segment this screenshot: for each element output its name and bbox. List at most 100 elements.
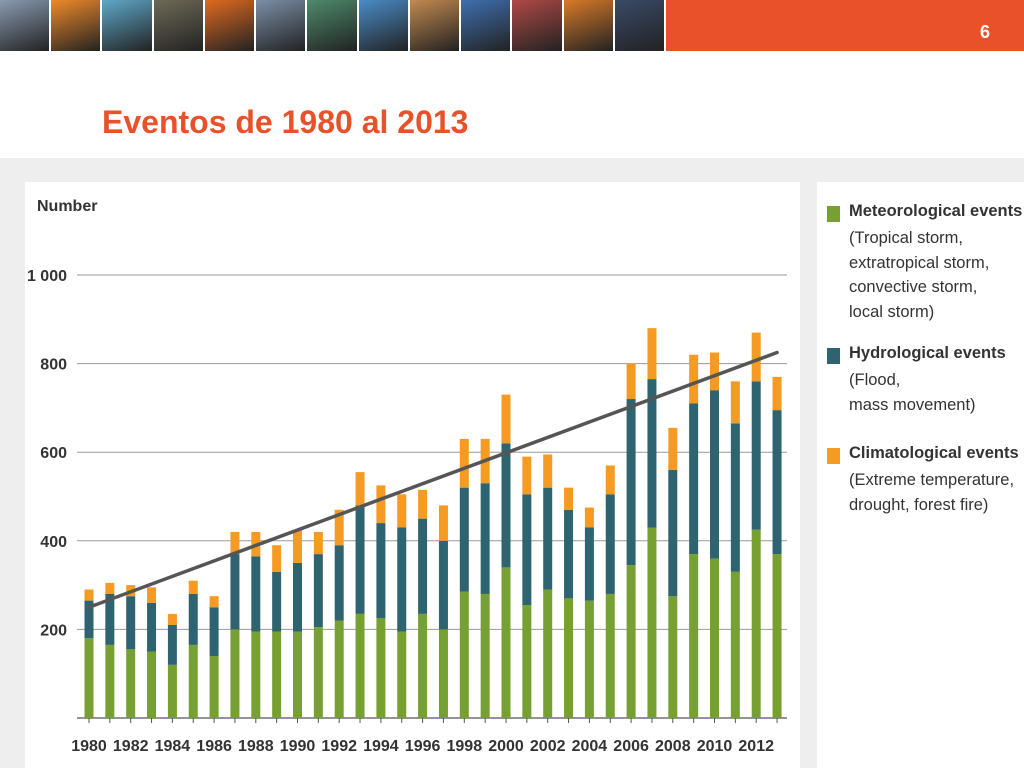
bar-climatological-2011 xyxy=(730,381,740,424)
flare-photo xyxy=(204,0,257,51)
bar-climatological-1995 xyxy=(397,494,407,528)
bar-hydrological-2008 xyxy=(668,469,678,597)
bar-hydrological-1998 xyxy=(459,487,469,592)
slide-title: Eventos de 1980 al 2013 xyxy=(102,104,469,140)
bar-hydrological-1986 xyxy=(209,607,219,656)
bar-hydrological-1988 xyxy=(251,556,261,632)
bar-climatological-1989 xyxy=(272,545,282,572)
bar-meteorological-1989 xyxy=(272,631,282,718)
legend-detail: (Tropical storm, extratropical storm, conv… xyxy=(849,226,989,324)
bar-meteorological-1991 xyxy=(313,627,323,718)
bar-meteorological-2003 xyxy=(564,598,574,718)
bar-meteorological-1992 xyxy=(334,620,344,718)
bar-climatological-1984 xyxy=(167,613,177,625)
x-tick-label: 1994 xyxy=(363,738,399,755)
bar-hydrological-2009 xyxy=(689,403,699,555)
bar-climatological-2007 xyxy=(647,328,657,380)
bar-climatological-1981 xyxy=(105,582,115,594)
bar-climatological-1990 xyxy=(293,529,302,563)
bar-hydrological-2006 xyxy=(626,399,636,566)
legend-swatch xyxy=(827,206,840,222)
bar-meteorological-2005 xyxy=(605,593,615,718)
industry-photo xyxy=(0,0,52,51)
bar-hydrological-1990 xyxy=(293,562,302,632)
bar-hydrological-1982 xyxy=(126,596,136,650)
bar-hydrological-2002 xyxy=(543,487,553,590)
bar-hydrological-2010 xyxy=(710,390,719,559)
legend-detail-line: mass movement) xyxy=(849,395,976,414)
x-tick-label: 1980 xyxy=(71,738,107,755)
legend-label: Climatological events xyxy=(849,444,1019,462)
x-tick-label: 1982 xyxy=(113,738,149,755)
x-tick-label: 2012 xyxy=(738,738,774,755)
page-number: 6 xyxy=(979,22,990,42)
bar-hydrological-2004 xyxy=(584,527,594,601)
machinery-photo xyxy=(153,0,205,51)
bar-hydrological-1989 xyxy=(272,571,282,632)
bar-hydrological-1991 xyxy=(313,554,323,628)
bar-meteorological-1984 xyxy=(167,664,177,718)
bar-hydrological-1996 xyxy=(418,518,428,614)
bar-climatological-1994 xyxy=(376,485,386,524)
x-tick-label: 1988 xyxy=(238,738,274,755)
grass-photo xyxy=(307,0,359,51)
bar-hydrological-2007 xyxy=(647,379,657,528)
bar-hydrological-2000 xyxy=(501,443,511,568)
bar-hydrological-1999 xyxy=(480,483,490,594)
bar-meteorological-1997 xyxy=(438,629,448,718)
bar-hydrological-2003 xyxy=(564,509,574,599)
bar-climatological-1983 xyxy=(147,587,157,603)
bar-meteorological-2011 xyxy=(730,571,740,718)
bar-climatological-2010 xyxy=(710,352,719,391)
bar-meteorological-2002 xyxy=(543,589,553,718)
bar-meteorological-1999 xyxy=(480,593,490,718)
chart-panel: Number 200 400 600 800 1 000 1980 1982 1984 1986 1… xyxy=(25,182,800,768)
bar-climatological-2008 xyxy=(668,427,678,470)
bar-climatological-1985 xyxy=(188,580,198,594)
bar-hydrological-1992 xyxy=(334,545,344,621)
x-tick-label: 1992 xyxy=(321,738,357,755)
bar-hydrological-2001 xyxy=(522,494,532,606)
bar-climatological-2000 xyxy=(501,394,511,444)
legend-detail-line: (Extreme temperature, xyxy=(849,471,1015,489)
bar-meteorological-1990 xyxy=(293,631,302,718)
bar-meteorological-2009 xyxy=(689,554,699,718)
bar-meteorological-1985 xyxy=(188,644,198,718)
bar-meteorological-2012 xyxy=(751,529,761,718)
bar-climatological-2004 xyxy=(584,507,594,528)
legend-label: Meteorological events xyxy=(849,202,1023,220)
bar-meteorological-1993 xyxy=(355,613,365,718)
bar-meteorological-1983 xyxy=(147,651,157,718)
legend-detail-line: (Flood, xyxy=(849,371,901,389)
bar-meteorological-1981 xyxy=(105,644,115,718)
bar-meteorological-2006 xyxy=(626,565,636,718)
legend-panel: Meteorological events (Tropical storm, ext… xyxy=(817,182,1024,768)
legend-swatch xyxy=(827,348,840,364)
bar-hydrological-1987 xyxy=(230,554,240,630)
bar-meteorological-1996 xyxy=(418,613,428,718)
y-tick-label: 200 xyxy=(40,622,67,639)
bar-climatological-1996 xyxy=(418,489,428,519)
crane-photo xyxy=(563,0,615,51)
x-tick-label: 2010 xyxy=(697,738,733,755)
bar-hydrological-1980 xyxy=(84,600,94,639)
x-tick-label: 1996 xyxy=(405,738,441,755)
bar-climatological-1998 xyxy=(459,438,469,488)
bar-meteorological-1998 xyxy=(459,591,469,718)
bar-hydrological-1994 xyxy=(376,523,386,619)
x-tick-label: 1998 xyxy=(447,738,483,755)
bar-meteorological-2013 xyxy=(772,554,782,718)
x-tick-label: 2008 xyxy=(655,738,691,755)
bar-hydrological-1995 xyxy=(397,527,407,632)
bar-climatological-2001 xyxy=(522,456,532,495)
bar-meteorological-2010 xyxy=(710,558,719,718)
bar-hydrological-1983 xyxy=(147,602,157,652)
bar-climatological-2009 xyxy=(689,354,699,404)
water-photo xyxy=(102,0,154,51)
bar-meteorological-2001 xyxy=(522,605,532,718)
trend-line xyxy=(87,350,779,609)
brain-scan-photo xyxy=(409,0,462,51)
bar-hydrological-2012 xyxy=(751,381,761,530)
bar-climatological-1992 xyxy=(334,509,344,546)
bar-meteorological-1982 xyxy=(126,649,136,718)
